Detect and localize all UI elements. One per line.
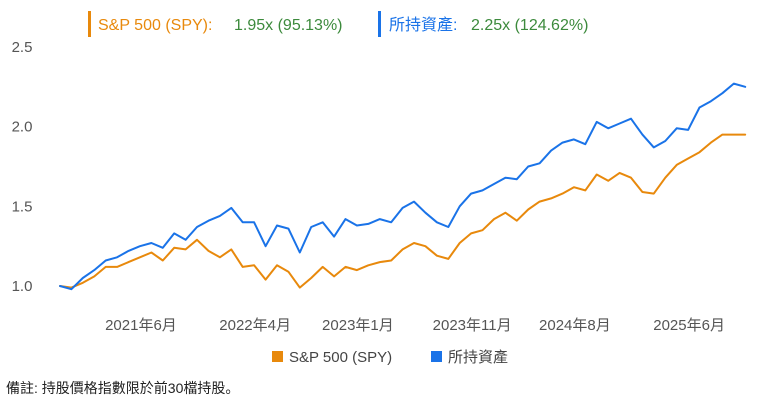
x-tick-label: 2024年8月 (539, 317, 611, 334)
legend-label: S&P 500 (SPY) (289, 349, 392, 366)
y-tick-label: 2.5 (12, 39, 33, 56)
header-series-value: 1.95x (95.13%) (234, 17, 343, 34)
y-axis: 1.0 1.5 2.0 2.5 (12, 39, 33, 295)
header-series-label: S&P 500 (SPY): (98, 17, 212, 34)
legend-label: 所持資產 (448, 349, 508, 366)
y-tick-label: 1.0 (12, 278, 33, 295)
x-axis: 2021年6月 2022年4月 2023年1月 2023年11月 2024年8月 2025… (105, 317, 725, 334)
header-marker (378, 11, 381, 37)
legend-swatch (272, 351, 283, 362)
x-tick-label: 2022年4月 (219, 317, 291, 334)
legend-swatch (431, 351, 442, 362)
header-series-value: 2.25x (124.62%) (471, 17, 588, 34)
series-line-spy (59, 133, 747, 289)
y-tick-label: 1.5 (12, 198, 33, 215)
header-marker (88, 11, 91, 37)
header-series-label: 所持資產: (389, 16, 457, 34)
x-tick-label: 2021年6月 (105, 317, 177, 334)
series-lines (59, 82, 747, 291)
x-tick-label: 2025年6月 (653, 317, 725, 334)
chart-svg: S&P 500 (SPY): 1.95x (95.13%) 所持資產: 2.25x (… (12, 11, 747, 366)
y-tick-label: 2.0 (12, 119, 33, 136)
x-tick-label: 2023年11月 (433, 317, 512, 334)
x-tick-label: 2023年1月 (322, 317, 394, 334)
legend: S&P 500 (SPY) 所持資產 (272, 349, 508, 366)
summary-header: S&P 500 (SPY): 1.95x (95.13%) 所持資產: 2.25x (… (88, 11, 588, 37)
series-line-portfolio (59, 82, 747, 291)
footnote: 備註: 持股價格指數限於前30檔持股。 (6, 380, 240, 396)
